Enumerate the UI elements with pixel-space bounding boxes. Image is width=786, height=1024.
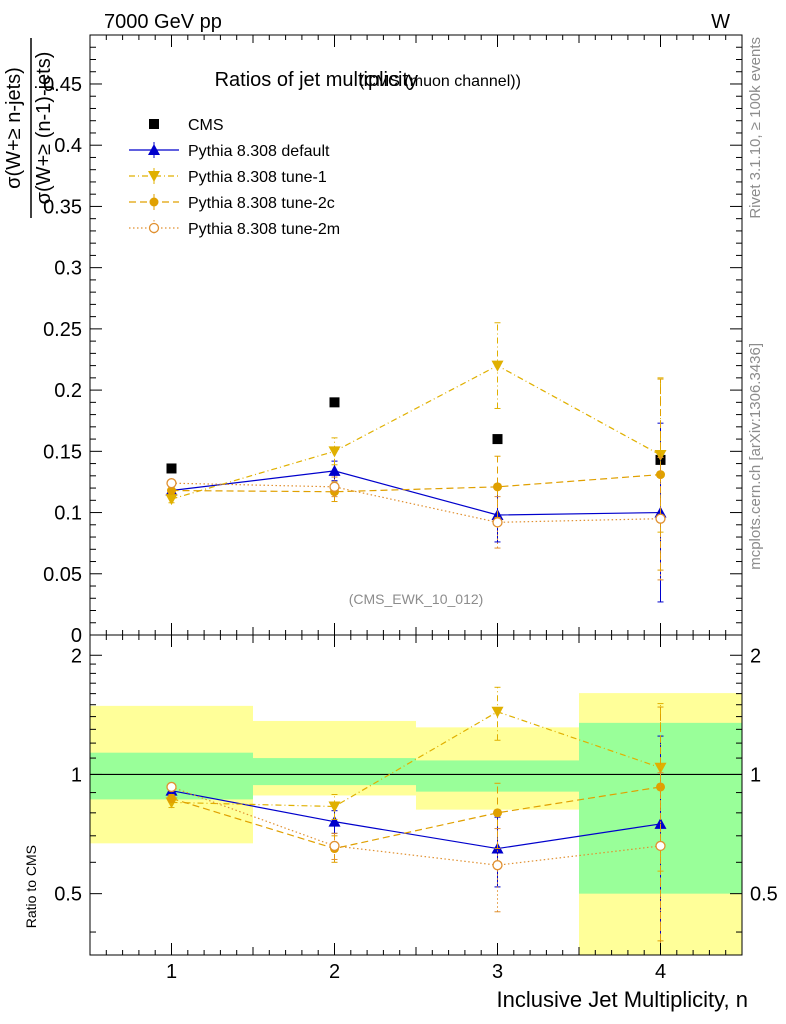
chart-title: Ratios of jet multiplicity: [215, 69, 418, 91]
ratio-point: [328, 815, 341, 827]
ratio-y-label: Ratio to CMS: [23, 845, 39, 928]
ratio-uncertainty-bands: [90, 693, 742, 955]
legend-entry-cms: CMS: [149, 117, 224, 134]
ratio-point: [493, 808, 502, 818]
ratio-frame: [89, 634, 743, 956]
ratio-y-tick-label-right: 1: [750, 764, 761, 786]
ratio-line-pythia-8-308-tune-2c: [171, 786, 661, 850]
main-point: [166, 478, 177, 489]
ratio-panel: 0.5 0.5 1 1 2 2 1 2 3 4 Ratio to CMS Inclusive J…: [23, 634, 778, 1012]
inner-uncertainty-band: [253, 758, 416, 786]
main-point: [328, 446, 341, 458]
chart-subtitle: (CMS (muon channel)): [359, 73, 521, 90]
x-ticks: 1 2 3 4: [105, 635, 727, 983]
main-point: [492, 517, 503, 528]
main-series-pythia-8-308-tune-2c: [167, 378, 665, 571]
main-point: [165, 494, 178, 506]
legend-marker: [149, 197, 159, 207]
legend-entry-pythia-8-308-tune-2m: Pythia 8.308 tune-2m: [129, 220, 340, 238]
ratio-point: [328, 801, 341, 813]
ratio-y-tick-label: 2: [71, 645, 82, 667]
legend-marker: [149, 119, 159, 129]
legend-entry-pythia-8-308-tune-1: Pythia 8.308 tune-1: [129, 168, 327, 186]
ratio-y-tick-label-right: 0.5: [750, 884, 778, 906]
process-label: W: [711, 11, 730, 33]
main-line-pythia-8-308-tune-1: [171, 364, 661, 500]
ratio-plot-marks: [165, 686, 667, 956]
legend-label: Pythia 8.308 tune-2c: [188, 195, 335, 212]
ratio-point: [167, 793, 176, 803]
y-tick-label: 0.4: [54, 135, 82, 157]
ratio-point: [329, 840, 340, 852]
ratio-line-pythia-8-308-default: [171, 790, 661, 850]
y-tick-label: 0.35: [43, 196, 82, 218]
y-tick-label: 0.05: [43, 564, 82, 586]
ratio-point: [166, 781, 177, 793]
x-tick-label: 2: [329, 961, 340, 983]
legend-entry-pythia-8-308-tune-2c: Pythia 8.308 tune-2c: [129, 194, 335, 212]
legend-entry-pythia-8-308-default: Pythia 8.308 default: [129, 142, 330, 160]
mcplots-label: mcplots.cern.ch [arXiv:1306.3436]: [747, 343, 764, 570]
legend-marker: [148, 222, 160, 234]
ratio-point: [654, 762, 667, 774]
legend-label: CMS: [188, 117, 224, 134]
legend: CMS Pythia 8.308 default Pythia 8.308 tune…: [129, 117, 340, 238]
main-series-pythia-8-308-default: [165, 422, 667, 603]
y-tick-label: 0.15: [43, 441, 82, 463]
legend-label: Pythia 8.308 default: [188, 143, 330, 160]
ratio-y-tick-label: 0.5: [54, 884, 82, 906]
legend-label: Pythia 8.308 tune-2m: [188, 221, 340, 238]
ratio-y-tick-label: 1: [71, 764, 82, 786]
y-tick-label: 0.2: [54, 380, 82, 402]
main-point: [329, 397, 340, 408]
y-label-numerator: σ(W+≥ n-jets): [3, 67, 25, 189]
analysis-label: (CMS_EWK_10_012): [349, 591, 484, 607]
y-label-denominator: σ(W+≥ (n-1)-jets): [33, 52, 55, 205]
x-tick-label: 3: [492, 961, 503, 983]
ratio-y-tick-label-right: 2: [750, 645, 761, 667]
x-tick-label: 1: [166, 961, 177, 983]
main-point: [493, 482, 502, 492]
ratio-point: [654, 817, 667, 829]
main-panel: 0 0.05 0.1 0.15 0.2 0.25 0.3 0.35 0.4 0.45 Ratios…: [3, 34, 743, 647]
legend-label: Pythia 8.308 tune-1: [188, 169, 327, 186]
ratio-line-pythia-8-308-tune-1: [171, 711, 661, 808]
main-y-axis-label: σ(W+≥ n-jets) σ(W+≥ (n-1)-jets): [3, 38, 55, 218]
x-axis-label: Inclusive Jet Multiplicity, n: [497, 987, 748, 1012]
legend-marker: [148, 171, 160, 182]
main-series-pythia-8-308-tune-2m: [166, 456, 666, 581]
ratio-series-pythia-8-308-tune-2m: [166, 772, 666, 956]
ratio-point: [491, 706, 504, 718]
main-line-pythia-8-308-tune-2c: [171, 473, 661, 493]
main-point: [655, 513, 666, 524]
rivet-label: Rivet 3.1.10, ≥ 100k events: [747, 37, 764, 219]
legend-marker: [148, 144, 160, 155]
main-plot-marks: [165, 322, 667, 603]
y-tick-label: 0.3: [54, 258, 82, 280]
ratio-y-ticks: 0.5 0.5 1 1 2 2: [54, 645, 778, 933]
main-point: [167, 486, 176, 496]
y-tick-label: 0.1: [54, 503, 82, 525]
main-point: [166, 463, 177, 474]
energy-label: 7000 GeV pp: [104, 11, 222, 33]
y-tick-label: 0: [71, 625, 82, 647]
main-line-pythia-8-308-default: [171, 470, 661, 516]
main-point: [491, 360, 504, 372]
main-point: [329, 481, 340, 492]
ratio-point: [492, 860, 503, 871]
main-series-pythia-8-308-tune-1: [165, 322, 667, 533]
x-tick-label: 4: [655, 961, 666, 983]
inner-uncertainty-band: [416, 760, 579, 792]
ratio-point: [655, 840, 666, 852]
y-tick-label: 0.45: [43, 74, 82, 96]
main-point: [328, 464, 341, 476]
main-y-ticks: 0 0.05 0.1 0.15 0.2 0.25 0.3 0.35 0.4 0.45: [43, 34, 742, 647]
y-tick-label: 0.25: [43, 319, 82, 341]
main-point: [492, 434, 503, 445]
